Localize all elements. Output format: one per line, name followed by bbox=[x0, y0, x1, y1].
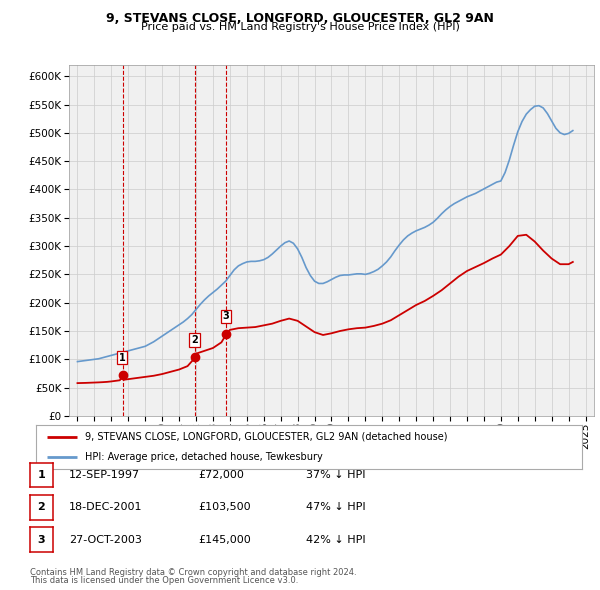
Text: Contains HM Land Registry data © Crown copyright and database right 2024.: Contains HM Land Registry data © Crown c… bbox=[30, 568, 356, 577]
Text: Price paid vs. HM Land Registry's House Price Index (HPI): Price paid vs. HM Land Registry's House … bbox=[140, 22, 460, 32]
Text: 9, STEVANS CLOSE, LONGFORD, GLOUCESTER, GL2 9AN: 9, STEVANS CLOSE, LONGFORD, GLOUCESTER, … bbox=[106, 12, 494, 25]
Text: 3: 3 bbox=[38, 535, 45, 545]
Text: 12-SEP-1997: 12-SEP-1997 bbox=[69, 470, 140, 480]
Text: 1: 1 bbox=[38, 470, 45, 480]
Text: 47% ↓ HPI: 47% ↓ HPI bbox=[306, 503, 365, 512]
Text: £145,000: £145,000 bbox=[198, 535, 251, 545]
Text: 18-DEC-2001: 18-DEC-2001 bbox=[69, 503, 143, 512]
Text: 42% ↓ HPI: 42% ↓ HPI bbox=[306, 535, 365, 545]
Text: £72,000: £72,000 bbox=[198, 470, 244, 480]
Text: 2: 2 bbox=[38, 503, 45, 512]
Text: HPI: Average price, detached house, Tewkesbury: HPI: Average price, detached house, Tewk… bbox=[85, 452, 323, 462]
Text: 2: 2 bbox=[191, 335, 198, 345]
Text: 37% ↓ HPI: 37% ↓ HPI bbox=[306, 470, 365, 480]
Text: 1: 1 bbox=[119, 353, 126, 363]
Text: 9, STEVANS CLOSE, LONGFORD, GLOUCESTER, GL2 9AN (detached house): 9, STEVANS CLOSE, LONGFORD, GLOUCESTER, … bbox=[85, 432, 448, 442]
Text: £103,500: £103,500 bbox=[198, 503, 251, 512]
Text: 27-OCT-2003: 27-OCT-2003 bbox=[69, 535, 142, 545]
Text: 3: 3 bbox=[222, 312, 229, 322]
Text: This data is licensed under the Open Government Licence v3.0.: This data is licensed under the Open Gov… bbox=[30, 576, 298, 585]
